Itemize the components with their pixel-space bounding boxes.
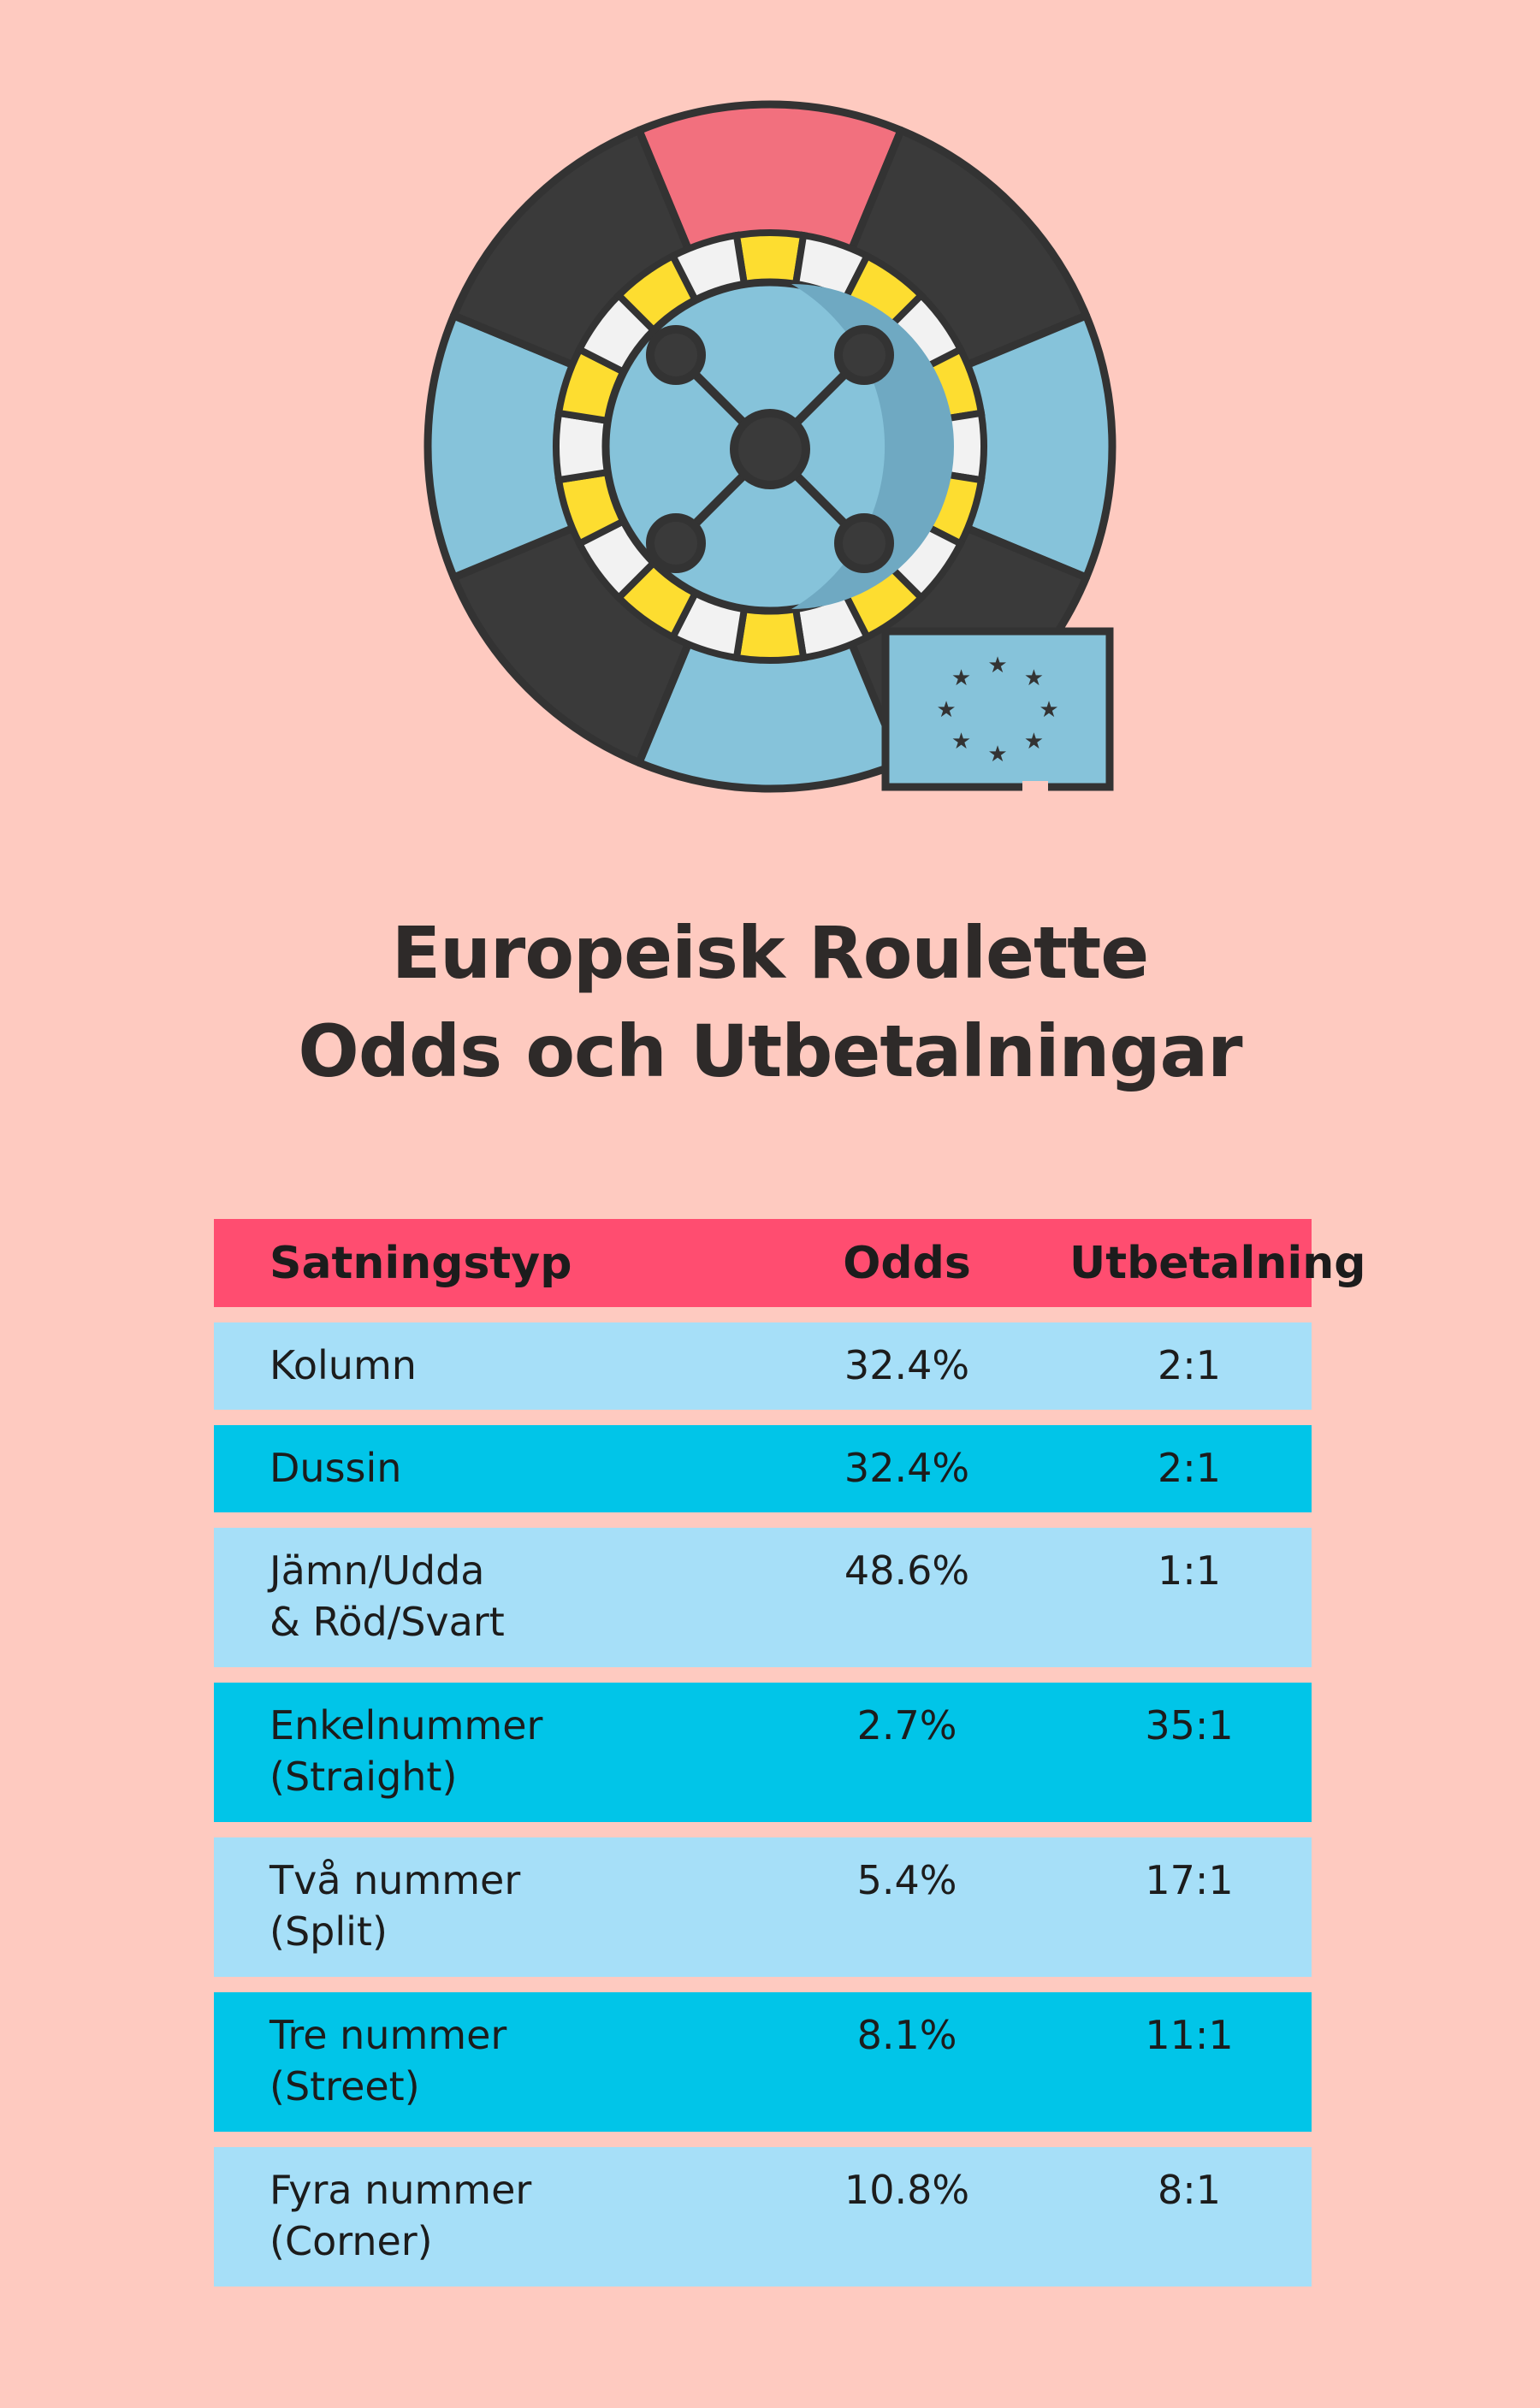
flag-star-icon: ★ bbox=[987, 742, 1007, 767]
odds-cell: 5.4% bbox=[856, 1857, 957, 1903]
payout-cell: 8:1 bbox=[1157, 2167, 1222, 2213]
bet-type-line: Fyra nummer bbox=[270, 2167, 532, 2213]
payout-cell: 1:1 bbox=[1157, 1547, 1222, 1594]
table-header-row: Satningstyp Odds Utbetalning bbox=[214, 1219, 1365, 1307]
odds-cell: 32.4% bbox=[844, 1445, 970, 1491]
payout-cell: 2:1 bbox=[1157, 1445, 1222, 1491]
header-payout: Utbetalning bbox=[1069, 1238, 1366, 1289]
payout-cell: 2:1 bbox=[1157, 1342, 1222, 1388]
payout-cell: 11:1 bbox=[1145, 2012, 1234, 2058]
payout-cell: 17:1 bbox=[1145, 1857, 1234, 1903]
page-subtitle: Odds och Utbetalningar bbox=[298, 1009, 1242, 1093]
payout-cell: 35:1 bbox=[1145, 1702, 1234, 1748]
header-bet-type: Satningstyp bbox=[270, 1238, 572, 1289]
flag-star-icon: ★ bbox=[1024, 666, 1044, 691]
table-row: Två nummer (Split) 5.4% 17:1 bbox=[214, 1837, 1312, 1977]
bet-type-line: (Street) bbox=[270, 2063, 420, 2109]
flag-star-icon: ★ bbox=[1024, 729, 1044, 754]
wheel-pocket bbox=[732, 229, 808, 288]
header-odds: Odds bbox=[843, 1238, 971, 1289]
bet-type-line: Tre nummer bbox=[270, 2012, 507, 2058]
european-roulette-wheel-icon: ★ ★ ★ ★ ★ ★ ★ ★ bbox=[424, 100, 1116, 793]
bet-type-line: Två nummer bbox=[270, 1857, 521, 1903]
bet-type-cell: Dussin bbox=[270, 1442, 714, 1494]
odds-table: Satningstyp Odds Utbetalning Kolumn 32.4%… bbox=[214, 1219, 1365, 2302]
table-row: Tre nummer (Street) 8.1% 11:1 bbox=[214, 1992, 1312, 2132]
bet-type-cell: Jämn/Udda & Röd/Svart bbox=[270, 1545, 714, 1648]
bet-type-line: Enkelnummer bbox=[270, 1702, 543, 1748]
bet-type-line: (Corner) bbox=[270, 2218, 433, 2264]
bet-type-line: (Split) bbox=[270, 1908, 388, 1955]
table-row: Kolumn 32.4% 2:1 bbox=[214, 1322, 1312, 1410]
flag-star-icon: ★ bbox=[951, 729, 971, 754]
odds-cell: 8.1% bbox=[856, 2012, 957, 2058]
wheel-pocket bbox=[732, 605, 808, 664]
bet-type-line: Dussin bbox=[270, 1445, 402, 1491]
bet-type-cell: Fyra nummer (Corner) bbox=[270, 2164, 714, 2267]
bet-type-cell: Enkelnummer (Straight) bbox=[270, 1700, 714, 1802]
odds-cell: 2.7% bbox=[856, 1702, 957, 1748]
flag-star-icon: ★ bbox=[987, 653, 1007, 678]
flag-star-icon: ★ bbox=[936, 697, 956, 723]
flag-star-icon: ★ bbox=[1039, 697, 1058, 723]
odds-cell: 48.6% bbox=[844, 1547, 970, 1594]
wheel-bowl-shade bbox=[791, 284, 954, 609]
bet-type-cell: Kolumn bbox=[270, 1340, 714, 1391]
table-row: Fyra nummer (Corner) 10.8% 8:1 bbox=[214, 2147, 1312, 2287]
table-row: Dussin 32.4% 2:1 bbox=[214, 1425, 1312, 1512]
bet-type-cell: Tre nummer (Street) bbox=[270, 2009, 714, 2112]
wheel-pocket bbox=[553, 409, 612, 484]
odds-cell: 10.8% bbox=[844, 2167, 970, 2213]
wheel-spinner-icon bbox=[646, 325, 894, 573]
flag-star-icon: ★ bbox=[951, 666, 971, 691]
table-row: Jämn/Udda & Röd/Svart 48.6% 1:1 bbox=[214, 1528, 1312, 1667]
table-row: Enkelnummer (Straight) 2.7% 35:1 bbox=[214, 1683, 1312, 1822]
bet-type-line: Kolumn bbox=[270, 1342, 417, 1388]
bet-type-line: Jämn/Udda bbox=[270, 1547, 485, 1594]
bet-type-cell: Två nummer (Split) bbox=[270, 1855, 714, 1957]
page-title: Europeisk Roulette bbox=[391, 911, 1150, 995]
table-body: Kolumn 32.4% 2:1 Dussin 32.4% 2:1 Jämn/Udda & R… bbox=[214, 1322, 1312, 2287]
bet-type-line: (Straight) bbox=[270, 1754, 458, 1800]
odds-cell: 32.4% bbox=[844, 1342, 970, 1388]
bet-type-line: & Röd/Svart bbox=[270, 1599, 505, 1645]
eu-flag-icon: ★ ★ ★ ★ ★ ★ ★ ★ bbox=[881, 627, 1114, 793]
